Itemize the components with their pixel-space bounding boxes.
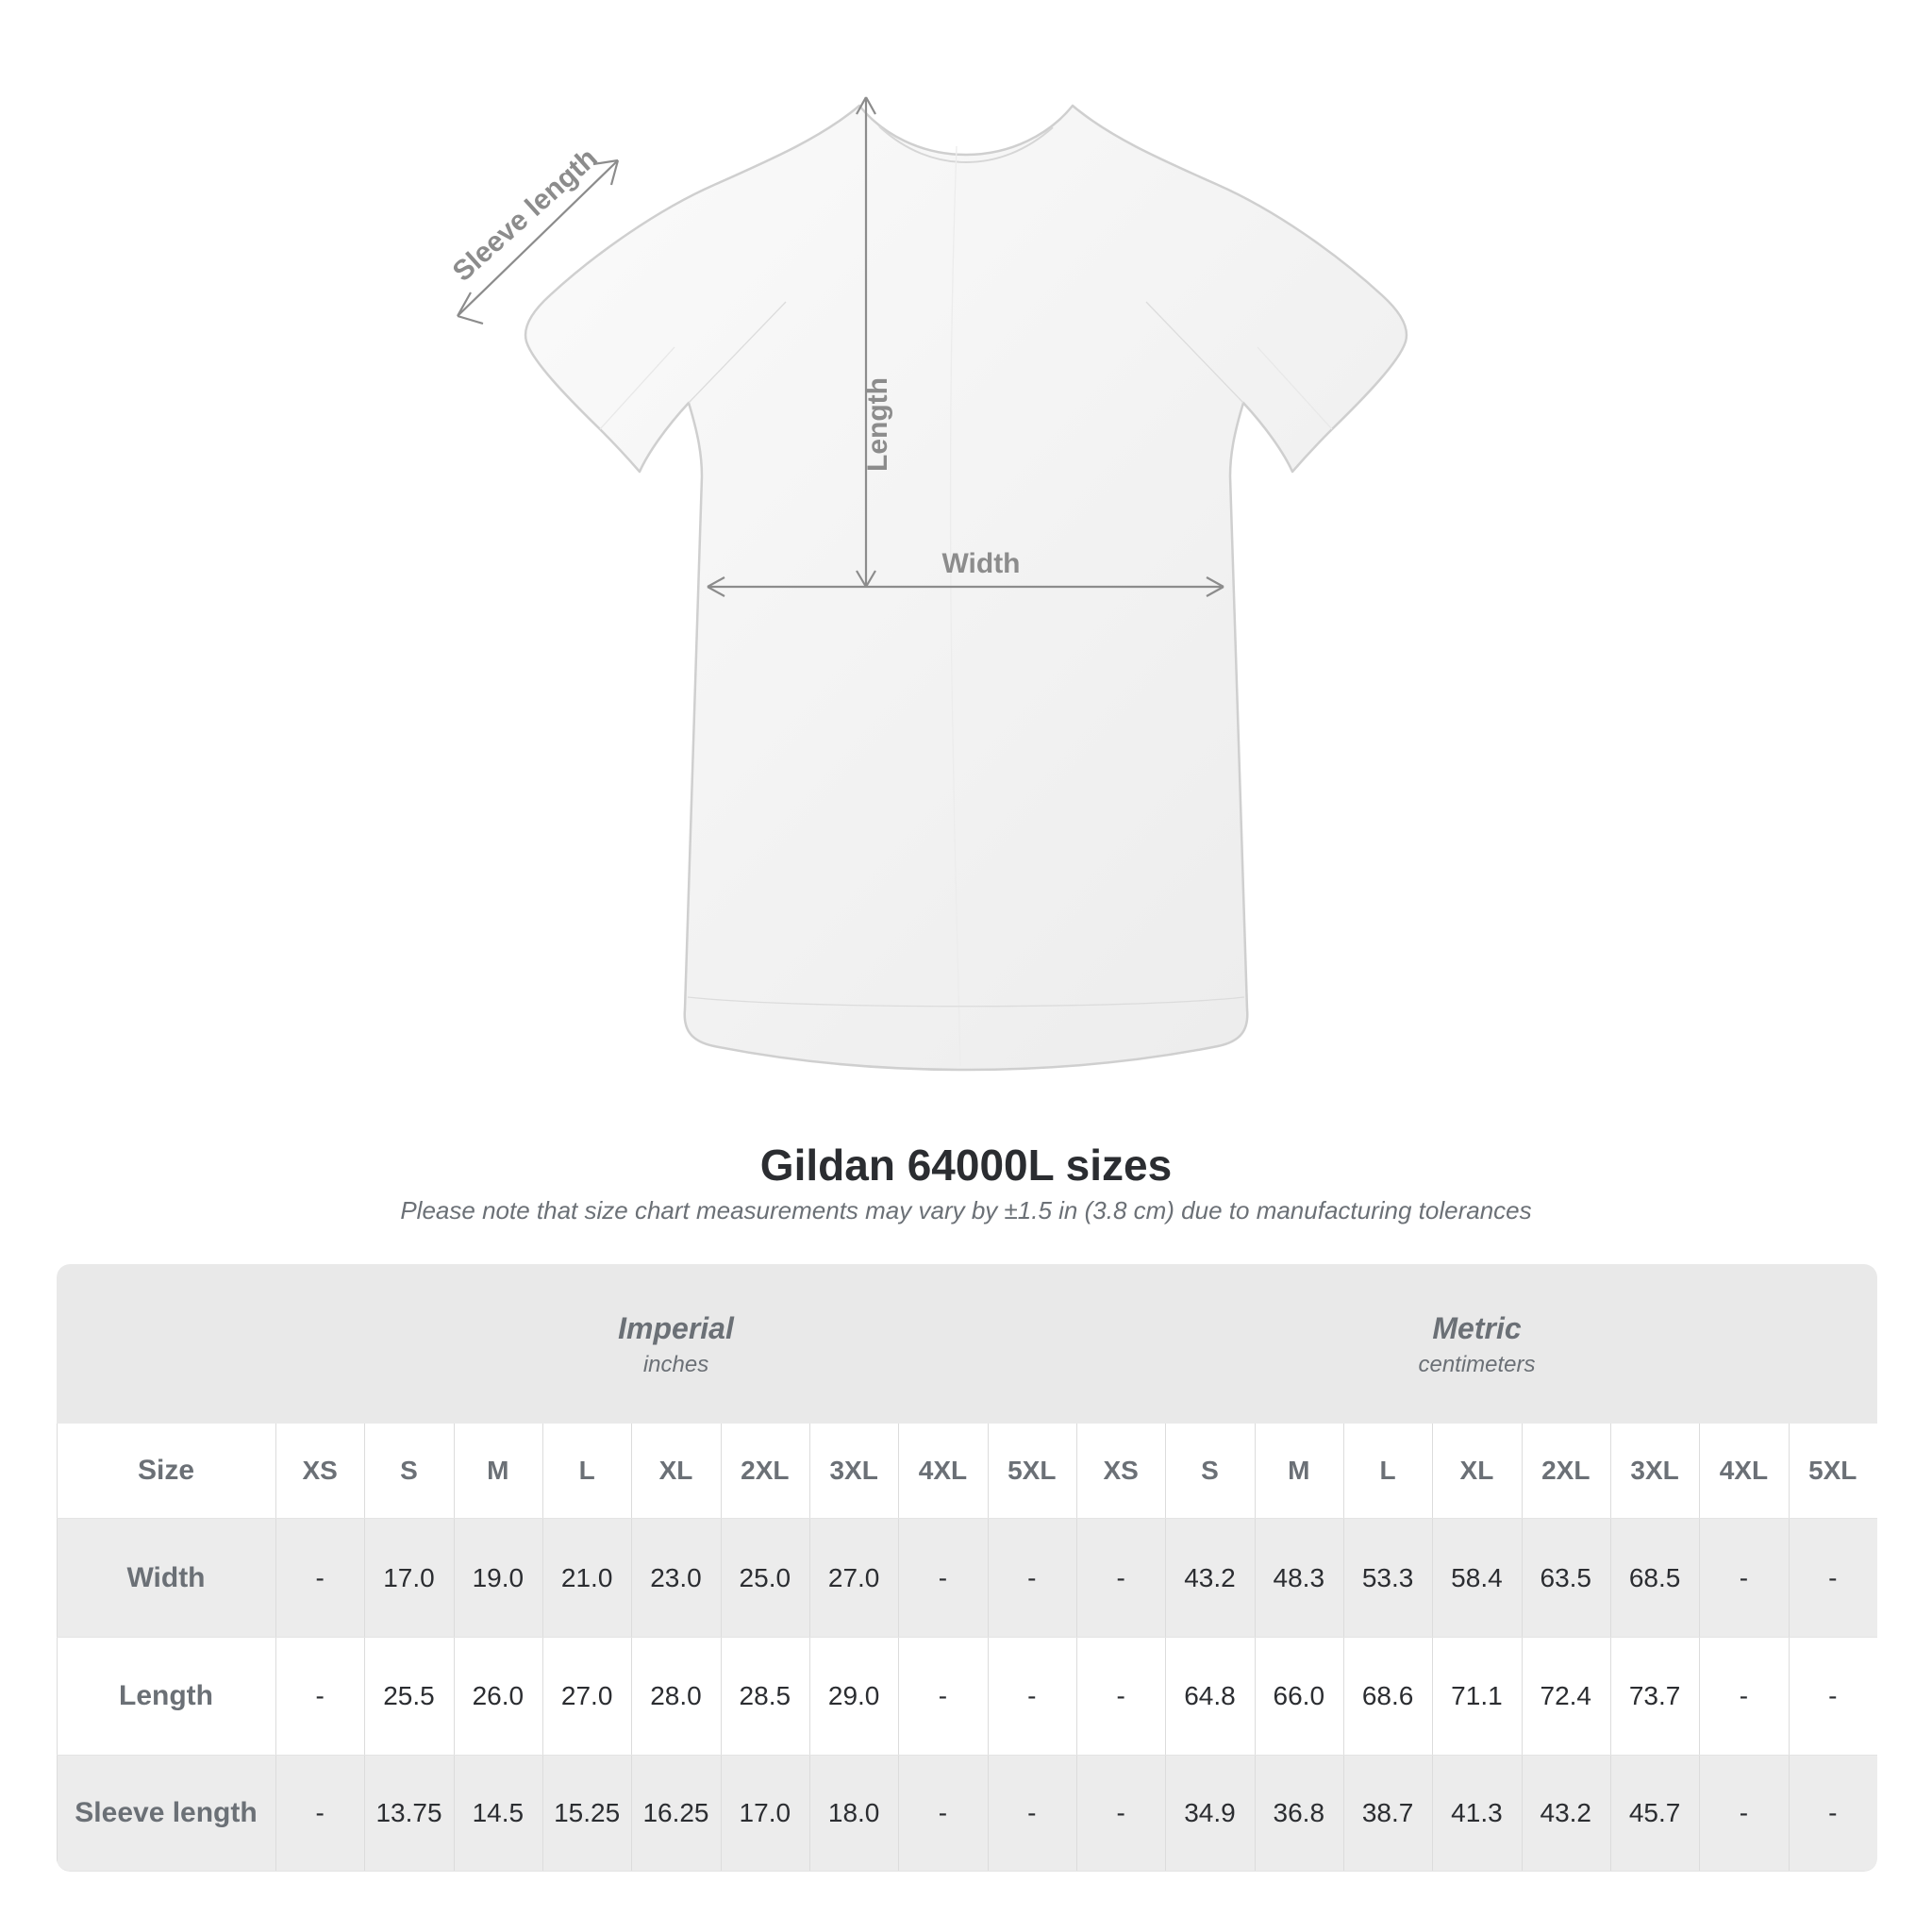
- svg-text:Sleeve length: Sleeve length: [447, 142, 604, 288]
- svg-text:Length: Length: [862, 377, 893, 472]
- svg-text:Width: Width: [941, 548, 1020, 579]
